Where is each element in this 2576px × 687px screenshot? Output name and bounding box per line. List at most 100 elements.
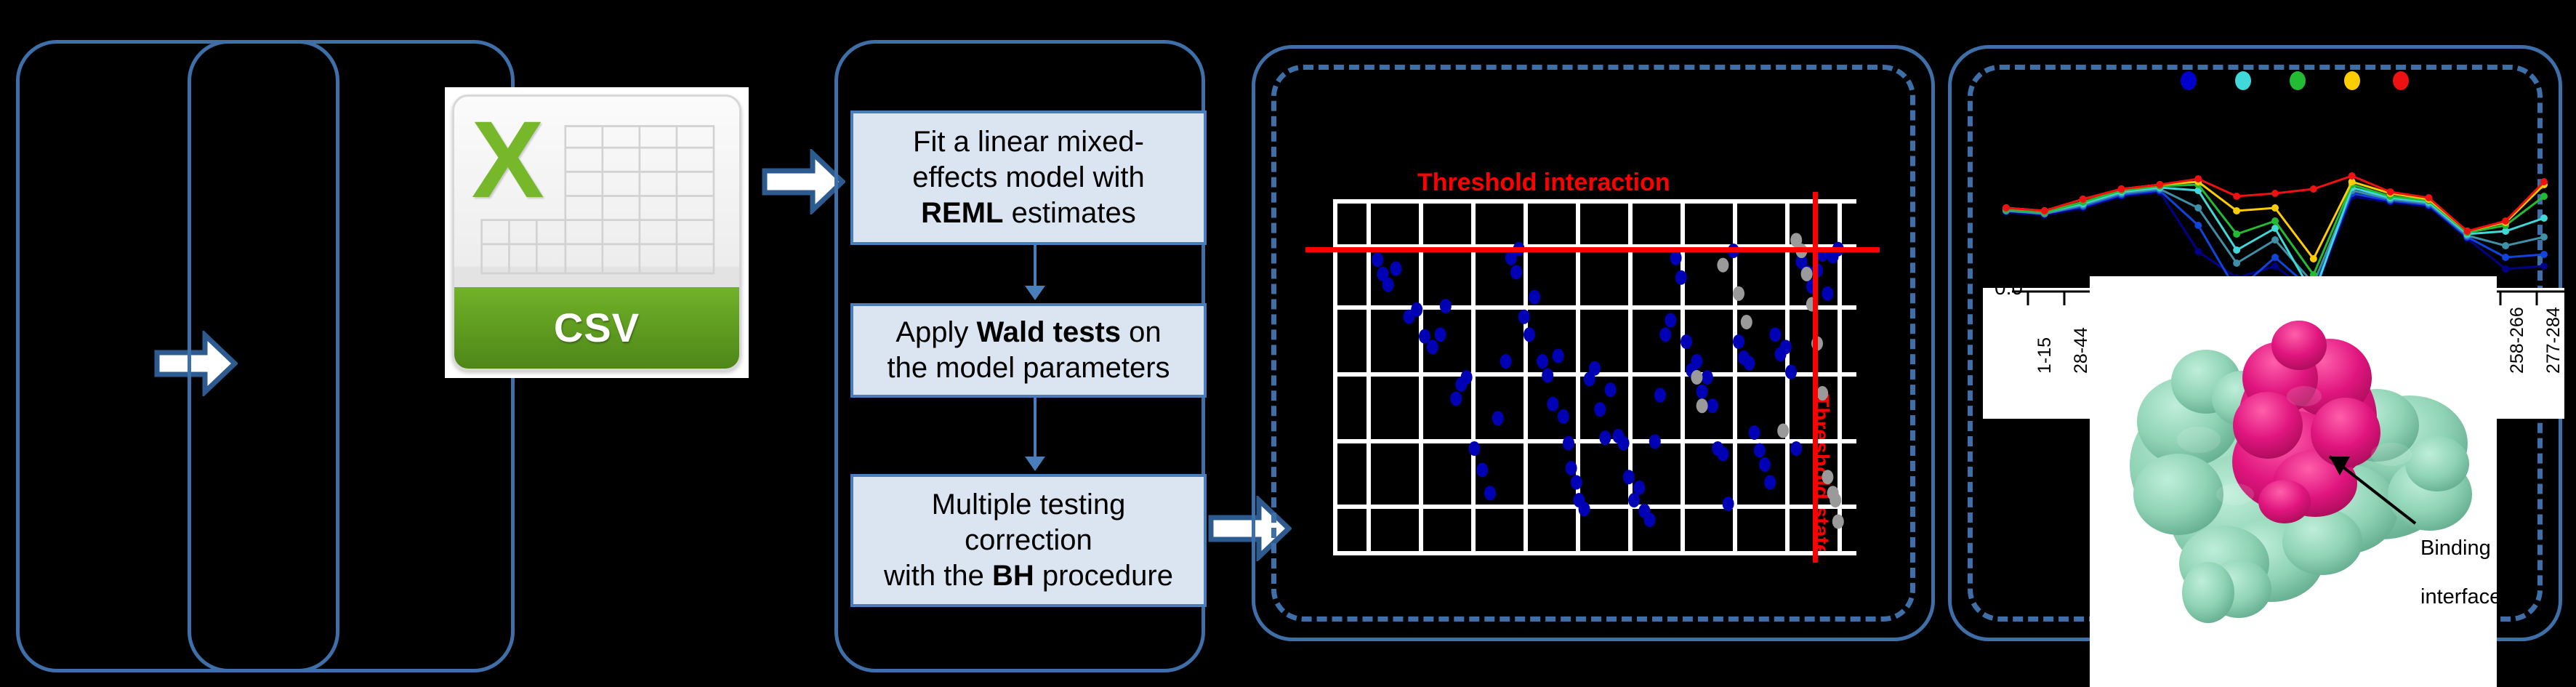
scatter-point xyxy=(1372,252,1384,268)
line-series-marker xyxy=(2502,242,2510,249)
scatter-grid xyxy=(1305,192,1880,563)
scatter-point xyxy=(1759,457,1771,473)
line-series-marker xyxy=(2271,262,2279,270)
csv-label: CSV xyxy=(553,305,640,351)
legend-dot xyxy=(2181,71,2197,90)
scatter-point xyxy=(1500,353,1512,369)
scatter-point xyxy=(1748,425,1760,440)
line-series-marker xyxy=(2194,222,2202,229)
scatter-point xyxy=(1800,266,1813,281)
line-series-marker xyxy=(2348,178,2356,185)
line-series-marker xyxy=(2425,194,2433,201)
scatter-point xyxy=(1769,327,1782,342)
line-series-marker xyxy=(2540,251,2548,258)
scatter-point xyxy=(1670,250,1682,265)
scatter-point xyxy=(1643,513,1656,527)
scatter-point xyxy=(1570,475,1582,490)
scatter-point xyxy=(1795,254,1808,269)
scatter-point xyxy=(1659,327,1672,342)
scatter-point xyxy=(1691,370,1703,385)
scatter-point xyxy=(1450,391,1462,406)
scatter-point xyxy=(1633,480,1646,495)
legend-dot xyxy=(2290,71,2306,90)
scatter-point xyxy=(1830,493,1842,508)
line-series-marker xyxy=(2309,185,2317,193)
step-wald-text: Apply Wald tests on the model parameters xyxy=(887,316,1170,384)
scatter-point xyxy=(1439,299,1452,313)
scatter-point xyxy=(1832,514,1844,529)
connector-wald-to-bh xyxy=(1034,398,1037,462)
scatter-point xyxy=(1426,340,1438,355)
peptide-tick-label: 258-266 xyxy=(2507,307,2527,374)
scatter-point xyxy=(1594,402,1606,417)
line-series-marker xyxy=(2502,254,2510,261)
scatter-point xyxy=(1707,398,1718,414)
scatter-point xyxy=(1537,353,1548,369)
csv-icon: X CSV xyxy=(452,95,741,371)
scatter-point xyxy=(1583,371,1595,387)
legend-dot xyxy=(2344,71,2360,90)
scatter-point xyxy=(1628,493,1640,508)
threshold-line-vertical xyxy=(1813,192,1818,563)
line-series-marker xyxy=(2194,204,2202,212)
spreadsheet-grid-icon xyxy=(480,125,715,275)
panel-1 xyxy=(16,40,339,672)
scatter-point xyxy=(1460,370,1473,385)
line-series-marker xyxy=(2309,255,2317,262)
scatter-point xyxy=(1779,340,1792,355)
legend-dot xyxy=(2393,71,2409,90)
scatter-point xyxy=(1764,475,1776,490)
arrow-to-csv-icon xyxy=(154,331,238,396)
line-series-marker xyxy=(2194,175,2202,182)
line-series-marker xyxy=(2233,230,2241,238)
scatter-point xyxy=(1547,396,1559,411)
line-series-marker xyxy=(2271,254,2279,261)
line-series-marker xyxy=(2271,190,2279,197)
panel-4 xyxy=(1252,45,1935,641)
line-series-marker xyxy=(2233,260,2241,267)
binding-interface-line-2: interface xyxy=(2420,585,2497,609)
peptide-tick-label: 28-44 xyxy=(2071,327,2091,374)
scatter-point xyxy=(1411,302,1423,317)
line-series-marker xyxy=(2003,204,2010,212)
scatter-point xyxy=(1722,496,1734,511)
csv-file-card: X CSV xyxy=(445,87,749,378)
scatter-point xyxy=(1557,409,1569,424)
scatter-point xyxy=(1717,446,1729,462)
line-series-marker xyxy=(2348,172,2356,180)
scatter-point xyxy=(1518,309,1530,324)
threshold-line-horizontal xyxy=(1305,247,1880,252)
scatter-point xyxy=(1717,257,1729,273)
csv-format-band: CSV xyxy=(454,286,739,369)
scatter-point xyxy=(1604,382,1617,398)
line-series-marker xyxy=(2386,188,2394,196)
scatter-point xyxy=(1468,441,1481,456)
scatter-point xyxy=(1785,364,1797,379)
scatter-point xyxy=(1599,430,1611,446)
line-series-marker xyxy=(2540,233,2548,241)
line-series-marker xyxy=(2271,217,2279,225)
scatter-point xyxy=(1434,327,1446,342)
line-series-marker xyxy=(2271,225,2279,232)
scatter-point xyxy=(1777,423,1790,438)
connector-reml-to-wald xyxy=(1034,245,1037,290)
scatter-point xyxy=(1675,270,1687,285)
scatter-point xyxy=(1654,387,1666,403)
scatter-point xyxy=(1563,435,1574,451)
line-series-marker xyxy=(2271,236,2279,244)
scatter-point xyxy=(1484,486,1496,501)
line-series-marker xyxy=(2502,265,2510,273)
scatter-point xyxy=(1578,502,1590,517)
legend-dot xyxy=(2235,71,2251,90)
connector-arrowhead-2 xyxy=(1025,457,1045,471)
scatter-point xyxy=(1382,277,1394,292)
line-series-marker xyxy=(2463,228,2471,235)
connector-arrowhead-1 xyxy=(1025,286,1045,300)
arrow-to-model-steps xyxy=(762,149,845,214)
line-chart-legend xyxy=(1963,65,2551,95)
scatter-point xyxy=(1743,355,1755,371)
scatter-point xyxy=(1552,348,1564,363)
scatter-point xyxy=(1390,261,1402,276)
scatter-point xyxy=(1510,265,1522,280)
